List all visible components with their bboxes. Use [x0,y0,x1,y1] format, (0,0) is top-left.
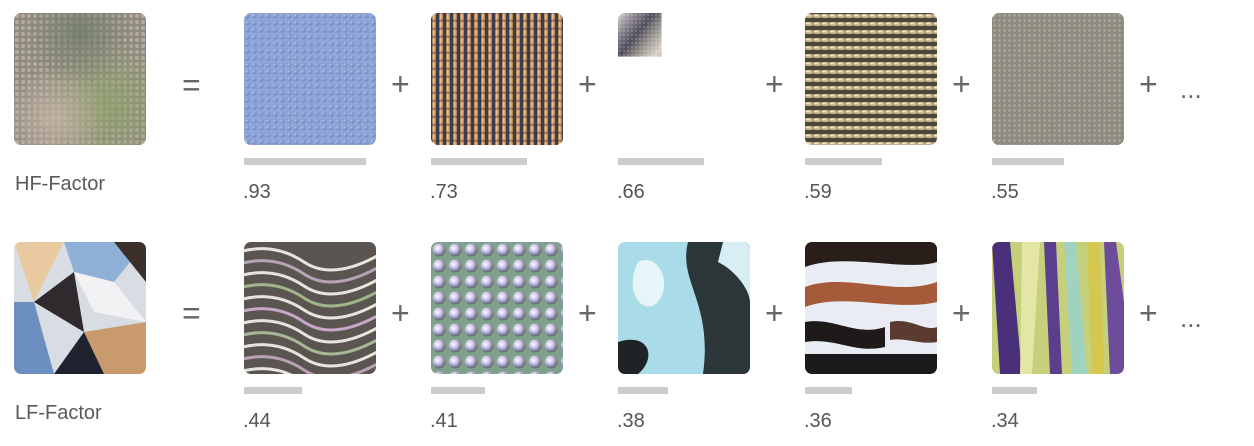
weight-bar [244,158,366,165]
ellipsis: ... [1180,74,1202,104]
weight-value: .93 [243,181,271,203]
weight-bar [805,387,852,394]
weight-value: .66 [617,181,645,203]
plus-sign: + [1139,66,1158,102]
plus-sign: + [765,295,784,331]
weight-bar [805,158,882,165]
equals-sign: = [182,67,201,103]
rainbow-stripes-icon [992,242,1124,374]
lf-factor-image [14,242,146,374]
gray-fine-noise-icon [992,13,1124,145]
ellipsis: ... [1180,303,1202,333]
weight-value: .34 [991,410,1019,432]
wavy-lines-icon [244,242,376,374]
weight-value: .38 [617,410,645,432]
brown-streaks-icon [805,242,937,374]
gray-diagonal-waves-icon [618,13,750,145]
weight-bar [992,387,1037,394]
blue-mesh-icon [244,13,376,145]
plus-sign: + [952,66,971,102]
bubbles-icon [431,242,563,374]
weight-bar [992,158,1064,165]
weight-bar [618,158,704,165]
row-label-lf: LF-Factor [15,402,102,424]
weight-value: .36 [804,410,832,432]
plus-sign: + [1139,295,1158,331]
hf-factor-image [14,13,146,145]
plus-sign: + [765,66,784,102]
weight-value: .73 [430,181,458,203]
weight-bar [618,387,668,394]
weight-bar [244,387,302,394]
orange-vertical-stripes-icon [431,13,563,145]
weight-value: .44 [243,410,271,432]
equals-sign: = [182,295,201,331]
weight-value: .59 [804,181,832,203]
weight-bar [431,158,527,165]
plus-sign: + [952,295,971,331]
weight-value: .41 [430,410,458,432]
plus-sign: + [391,66,410,102]
plus-sign: + [578,295,597,331]
plus-sign: + [391,295,410,331]
row-label-hf: HF-Factor [15,173,105,195]
cyan-blobs-icon [618,242,750,374]
plus-sign: + [578,66,597,102]
tan-horizontal-weave-icon [805,13,937,145]
weight-bar [431,387,485,394]
weight-value: .55 [991,181,1019,203]
